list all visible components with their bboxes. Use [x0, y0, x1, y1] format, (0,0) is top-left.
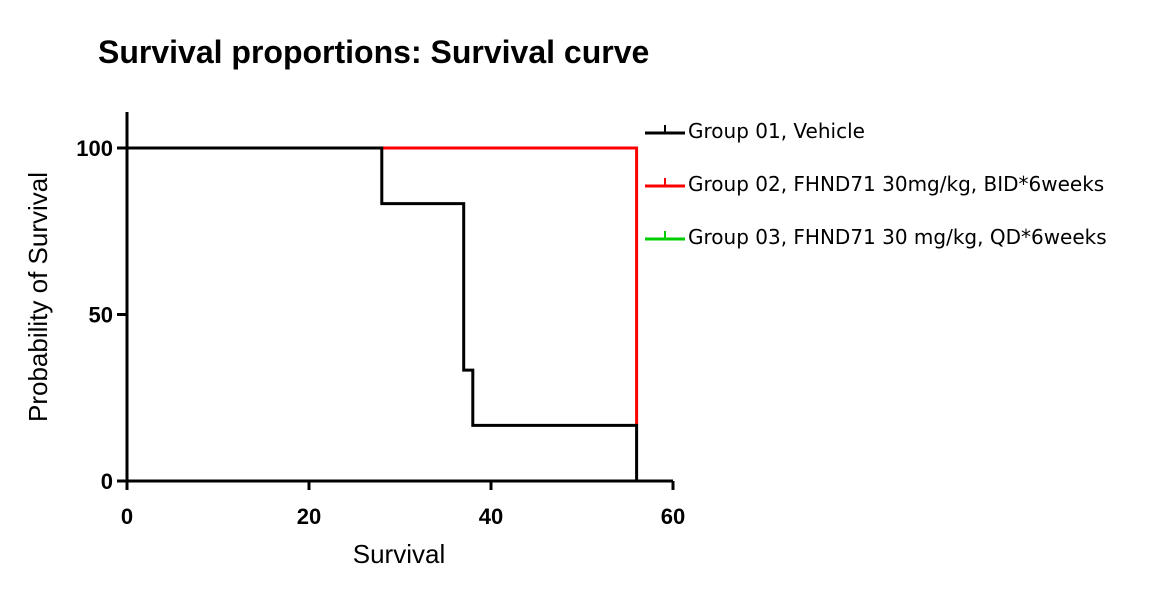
legend-label-2: Group 02, FHND71 30mg/kg, BID*6weeks	[688, 172, 1104, 196]
plot-area	[127, 146, 639, 481]
x-tick-label: 0	[121, 504, 133, 529]
y-tick-label: 50	[89, 303, 113, 328]
y-tick-label: 0	[101, 469, 113, 494]
y-axis-label: Probability of Survival	[23, 172, 53, 422]
y-tick-label: 100	[76, 136, 113, 161]
chart-title: Survival proportions: Survival curve	[98, 34, 649, 70]
series-line-1	[127, 146, 639, 481]
axes: 0 20 40 60 0 50 100	[76, 112, 685, 529]
legend-label-3: Group 03, FHND71 30 mg/kg, QD*6weeks	[688, 225, 1107, 249]
legend: Group 01, Vehicle Group 02, FHND71 30mg/k…	[645, 119, 1107, 249]
legend-label-1: Group 01, Vehicle	[688, 119, 865, 143]
x-tick-label: 40	[479, 504, 503, 529]
x-axis-label: Survival	[353, 539, 445, 569]
x-tick-label: 60	[661, 504, 685, 529]
x-tick-label: 20	[297, 504, 321, 529]
